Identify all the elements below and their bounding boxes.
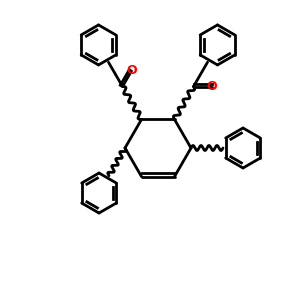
Text: O: O [206, 80, 217, 93]
Text: O: O [126, 64, 137, 77]
